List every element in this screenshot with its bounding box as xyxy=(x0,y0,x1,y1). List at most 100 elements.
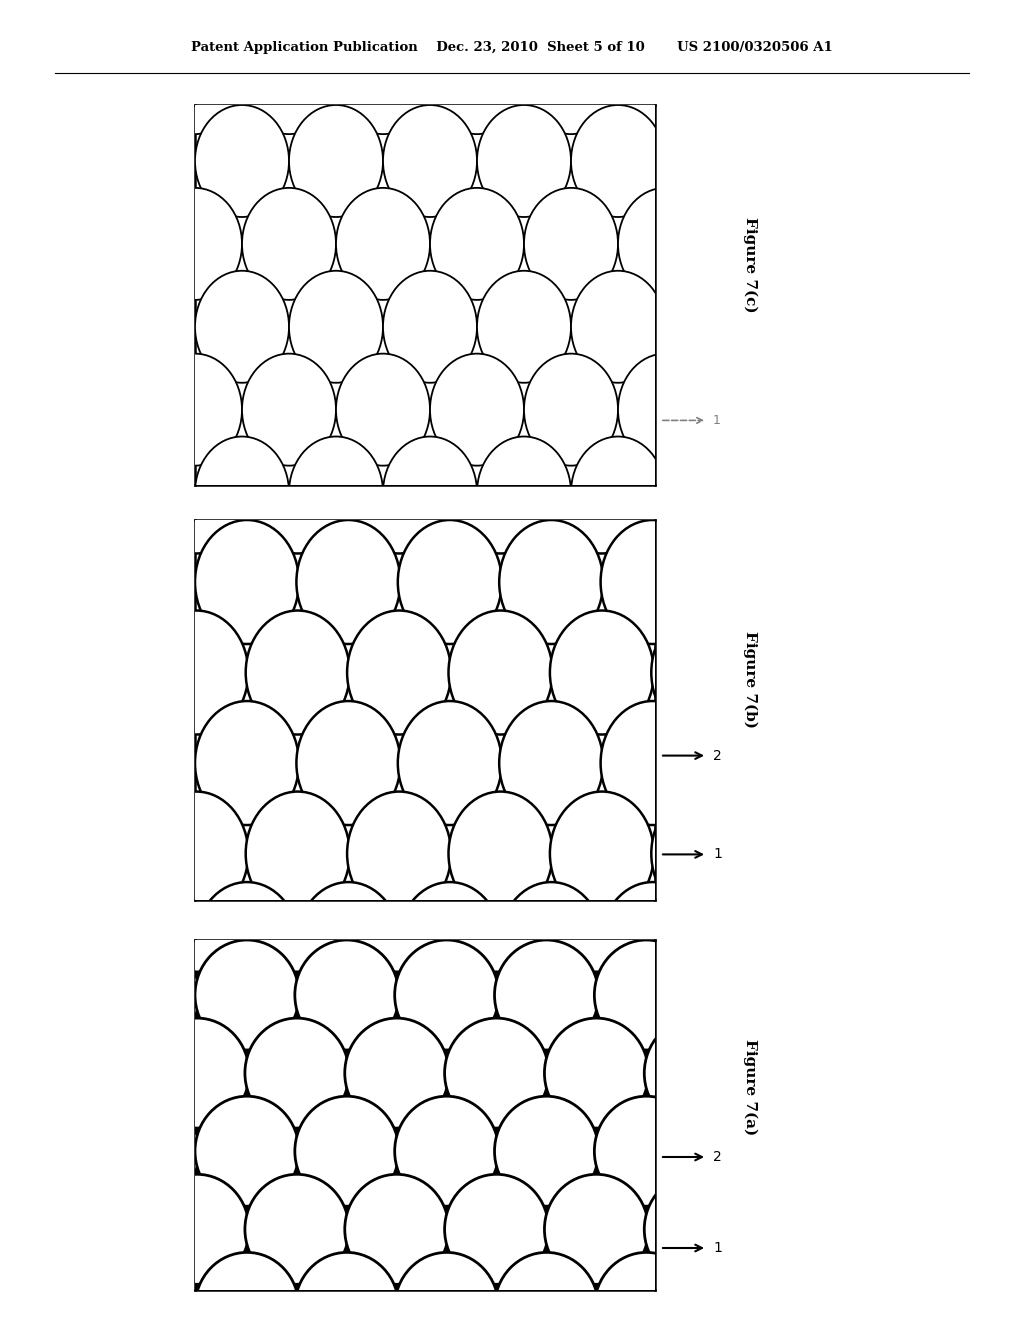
Text: 1: 1 xyxy=(713,414,721,426)
Text: Patent Application Publication    Dec. 23, 2010  Sheet 5 of 10       US 2100/032: Patent Application Publication Dec. 23, … xyxy=(191,41,833,54)
Ellipse shape xyxy=(394,1253,499,1320)
Ellipse shape xyxy=(550,429,654,553)
Ellipse shape xyxy=(618,354,712,466)
Ellipse shape xyxy=(347,429,452,553)
Ellipse shape xyxy=(397,701,502,825)
Ellipse shape xyxy=(195,940,299,1049)
Ellipse shape xyxy=(148,22,242,135)
Ellipse shape xyxy=(594,940,698,1049)
Ellipse shape xyxy=(336,22,430,135)
Ellipse shape xyxy=(148,354,242,466)
Ellipse shape xyxy=(145,862,249,972)
Ellipse shape xyxy=(289,106,383,216)
Ellipse shape xyxy=(242,22,336,135)
Ellipse shape xyxy=(245,1018,349,1129)
Ellipse shape xyxy=(449,611,553,734)
Ellipse shape xyxy=(295,1096,398,1206)
Ellipse shape xyxy=(444,1175,549,1284)
Text: 1: 1 xyxy=(713,847,722,862)
Ellipse shape xyxy=(345,862,449,972)
Ellipse shape xyxy=(195,106,289,216)
Text: Figure 7(b): Figure 7(b) xyxy=(742,631,757,729)
Ellipse shape xyxy=(571,106,665,216)
Ellipse shape xyxy=(397,882,502,1006)
Ellipse shape xyxy=(524,22,618,135)
Ellipse shape xyxy=(336,354,430,466)
Ellipse shape xyxy=(347,792,452,916)
Ellipse shape xyxy=(571,437,665,549)
Ellipse shape xyxy=(145,1018,249,1129)
Ellipse shape xyxy=(148,187,242,300)
Text: 1: 1 xyxy=(713,1241,722,1255)
Ellipse shape xyxy=(295,1253,398,1320)
Ellipse shape xyxy=(195,701,299,825)
Ellipse shape xyxy=(545,862,648,972)
Ellipse shape xyxy=(195,1096,299,1206)
Ellipse shape xyxy=(95,940,199,1049)
Ellipse shape xyxy=(430,187,524,300)
Ellipse shape xyxy=(651,429,756,553)
Ellipse shape xyxy=(145,1175,249,1284)
Ellipse shape xyxy=(500,882,603,1006)
Ellipse shape xyxy=(144,429,248,553)
Ellipse shape xyxy=(545,1175,648,1284)
Ellipse shape xyxy=(289,437,383,549)
Ellipse shape xyxy=(394,940,499,1049)
Ellipse shape xyxy=(449,792,553,916)
Ellipse shape xyxy=(430,22,524,135)
Ellipse shape xyxy=(195,271,289,383)
Text: 2: 2 xyxy=(713,748,722,763)
Ellipse shape xyxy=(336,187,430,300)
Ellipse shape xyxy=(347,611,452,734)
Ellipse shape xyxy=(245,1175,349,1284)
Ellipse shape xyxy=(594,1096,698,1206)
Ellipse shape xyxy=(95,1253,199,1320)
Ellipse shape xyxy=(644,1018,749,1129)
Ellipse shape xyxy=(345,1018,449,1129)
Ellipse shape xyxy=(524,354,618,466)
Ellipse shape xyxy=(651,611,756,734)
Ellipse shape xyxy=(295,940,398,1049)
Text: Figure 7(c): Figure 7(c) xyxy=(742,216,757,313)
Ellipse shape xyxy=(449,429,553,553)
Ellipse shape xyxy=(397,520,502,644)
Text: 2: 2 xyxy=(713,1150,722,1164)
Ellipse shape xyxy=(93,701,198,825)
Ellipse shape xyxy=(571,271,665,383)
Ellipse shape xyxy=(644,1175,749,1284)
Ellipse shape xyxy=(618,187,712,300)
Ellipse shape xyxy=(144,792,248,916)
Ellipse shape xyxy=(394,1096,499,1206)
Ellipse shape xyxy=(524,187,618,300)
Text: Figure 7(a): Figure 7(a) xyxy=(742,1039,757,1135)
Ellipse shape xyxy=(444,1018,549,1129)
Ellipse shape xyxy=(93,520,198,644)
Ellipse shape xyxy=(444,862,549,972)
Ellipse shape xyxy=(550,792,654,916)
Ellipse shape xyxy=(601,520,705,644)
Ellipse shape xyxy=(383,437,477,549)
Ellipse shape xyxy=(195,1253,299,1320)
Ellipse shape xyxy=(601,701,705,825)
Ellipse shape xyxy=(195,520,299,644)
Ellipse shape xyxy=(601,882,705,1006)
Ellipse shape xyxy=(383,271,477,383)
Ellipse shape xyxy=(93,882,198,1006)
Ellipse shape xyxy=(296,882,400,1006)
Ellipse shape xyxy=(644,862,749,972)
Ellipse shape xyxy=(550,611,654,734)
Ellipse shape xyxy=(495,1096,598,1206)
Ellipse shape xyxy=(545,1018,648,1129)
Ellipse shape xyxy=(296,520,400,644)
Ellipse shape xyxy=(289,271,383,383)
Ellipse shape xyxy=(618,22,712,135)
Ellipse shape xyxy=(477,437,571,549)
Ellipse shape xyxy=(345,1175,449,1284)
Ellipse shape xyxy=(296,701,400,825)
Ellipse shape xyxy=(245,862,349,972)
Ellipse shape xyxy=(594,1253,698,1320)
Ellipse shape xyxy=(477,271,571,383)
Ellipse shape xyxy=(495,940,598,1049)
Ellipse shape xyxy=(95,1096,199,1206)
Ellipse shape xyxy=(500,701,603,825)
